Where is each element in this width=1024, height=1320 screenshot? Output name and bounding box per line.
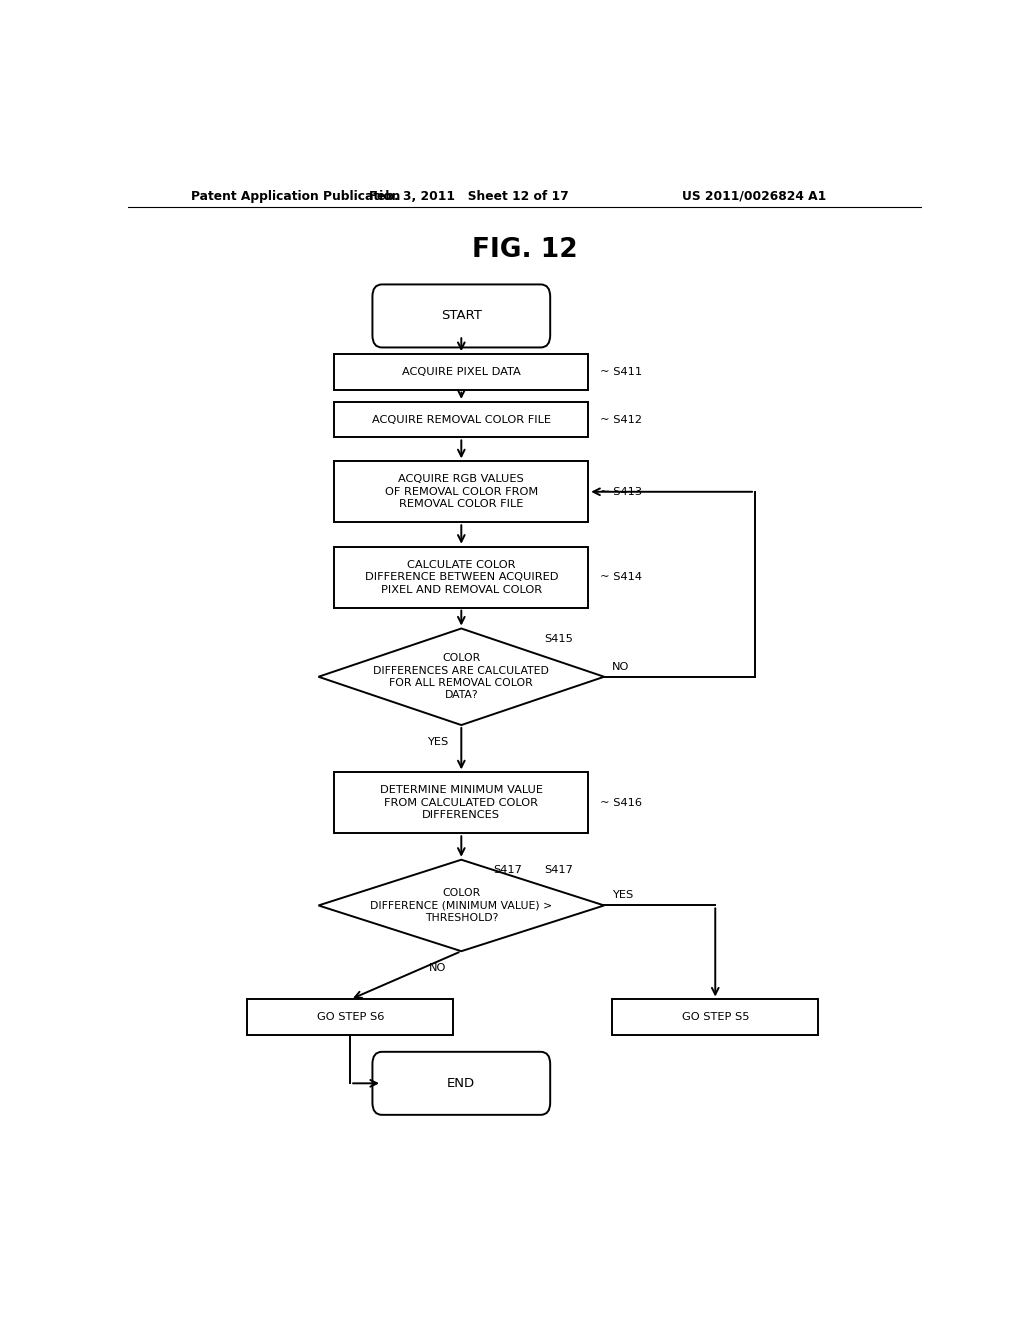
Bar [334,772,588,833]
Text: US 2011/0026824 A1: US 2011/0026824 A1 [682,190,826,202]
Text: START: START [441,309,481,322]
Text: CALCULATE COLOR
DIFFERENCE BETWEEN ACQUIRED
PIXEL AND REMOVAL COLOR: CALCULATE COLOR DIFFERENCE BETWEEN ACQUI… [365,560,558,594]
Bar [247,999,454,1035]
Text: NO: NO [612,661,630,672]
Text: S415: S415 [545,634,573,644]
Text: GO STEP S5: GO STEP S5 [682,1012,749,1022]
Text: YES: YES [427,738,449,747]
Text: ~ S416: ~ S416 [600,797,642,808]
Text: S417: S417 [545,865,573,875]
FancyBboxPatch shape [373,1052,550,1115]
Text: S417: S417 [494,865,522,875]
Text: COLOR
DIFFERENCE (MINIMUM VALUE) >
THRESHOLD?: COLOR DIFFERENCE (MINIMUM VALUE) > THRES… [371,888,552,923]
Bar [334,354,588,389]
Text: ACQUIRE REMOVAL COLOR FILE: ACQUIRE REMOVAL COLOR FILE [372,414,551,425]
Bar [334,401,588,437]
Text: ~ S411: ~ S411 [600,367,642,376]
Text: ~ S414: ~ S414 [600,572,642,582]
FancyBboxPatch shape [373,284,550,347]
Polygon shape [318,859,604,952]
Bar [612,999,818,1035]
Text: END: END [447,1077,475,1090]
Bar [334,546,588,607]
Text: YES: YES [612,890,634,900]
Text: ~ S412: ~ S412 [600,414,642,425]
Text: FIG. 12: FIG. 12 [472,236,578,263]
Text: ACQUIRE PIXEL DATA: ACQUIRE PIXEL DATA [402,367,520,376]
Text: NO: NO [429,964,446,973]
Text: GO STEP S6: GO STEP S6 [316,1012,384,1022]
Text: Patent Application Publication: Patent Application Publication [191,190,400,202]
Bar [334,461,588,523]
Text: DETERMINE MINIMUM VALUE
FROM CALCULATED COLOR
DIFFERENCES: DETERMINE MINIMUM VALUE FROM CALCULATED … [380,785,543,820]
Text: ACQUIRE RGB VALUES
OF REMOVAL COLOR FROM
REMOVAL COLOR FILE: ACQUIRE RGB VALUES OF REMOVAL COLOR FROM… [385,474,538,510]
Text: COLOR
DIFFERENCES ARE CALCULATED
FOR ALL REMOVAL COLOR
DATA?: COLOR DIFFERENCES ARE CALCULATED FOR ALL… [374,653,549,701]
Text: Feb. 3, 2011   Sheet 12 of 17: Feb. 3, 2011 Sheet 12 of 17 [370,190,569,202]
Text: ~ S413: ~ S413 [600,487,642,496]
Polygon shape [318,628,604,725]
